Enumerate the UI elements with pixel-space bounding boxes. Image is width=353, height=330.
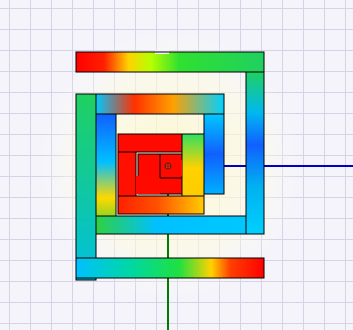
coil-right-side xyxy=(245,71,265,235)
coil-ring2-bottom xyxy=(95,215,247,235)
spiral-coil[interactable] xyxy=(75,50,265,281)
coil-ring2-top xyxy=(95,93,225,115)
coil-ring3-left xyxy=(117,151,137,197)
coil-ring3-top xyxy=(117,133,183,153)
coil-ring2-right xyxy=(203,113,225,195)
coil-bottom-arm xyxy=(75,257,265,279)
coil-left-side xyxy=(75,93,97,281)
coil-ring3-right xyxy=(181,133,205,197)
coil-top-arm xyxy=(75,51,265,73)
coil-ring3-bottom xyxy=(117,195,205,215)
